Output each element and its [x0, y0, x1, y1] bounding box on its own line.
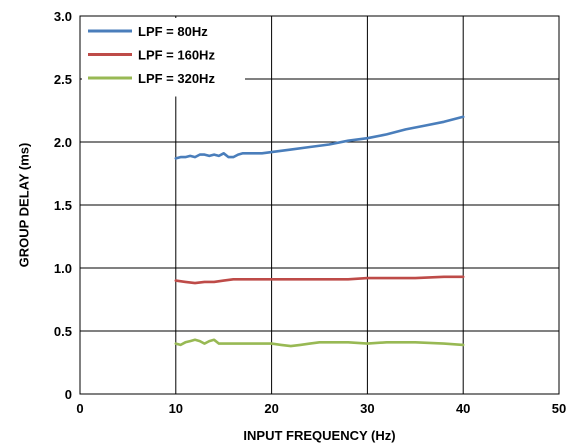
x-tick-label: 50 — [552, 401, 566, 416]
x-axis-title: INPUT FREQUENCY (Hz) — [243, 428, 395, 443]
legend-label-3: LPF = 320Hz — [138, 71, 215, 86]
y-tick-label: 1.5 — [54, 198, 72, 213]
y-tick-label: 3.0 — [54, 9, 72, 24]
y-tick-label: 1.0 — [54, 261, 72, 276]
series-line-1 — [174, 115, 465, 160]
y-tick-label: 2.5 — [54, 72, 72, 87]
x-tick-label: 40 — [456, 401, 470, 416]
grid — [80, 16, 559, 394]
x-tick-label: 10 — [169, 401, 183, 416]
series-line-2 — [174, 275, 465, 285]
y-tick-label: 2.0 — [54, 135, 72, 150]
legend-label-2: LPF = 160Hz — [138, 48, 215, 63]
series-layer — [174, 115, 465, 348]
series-line-3 — [174, 338, 465, 348]
legend: LPF = 80Hz LPF = 160Hz LPF = 320Hz — [82, 18, 245, 97]
tick-labels: 0 10 20 30 40 50 0 0.5 1.0 1.5 2.0 2.5 3.0 — [54, 9, 566, 416]
legend-label-1: LPF = 80Hz — [138, 24, 208, 39]
x-tick-label: 0 — [76, 401, 83, 416]
x-tick-label: 20 — [264, 401, 278, 416]
y-axis-title: GROUP DELAY (ms) — [17, 143, 32, 268]
x-tick-label: 30 — [360, 401, 374, 416]
y-tick-label: 0.5 — [54, 324, 72, 339]
plot-frame — [79, 15, 560, 395]
y-tick-label: 0 — [65, 387, 72, 402]
